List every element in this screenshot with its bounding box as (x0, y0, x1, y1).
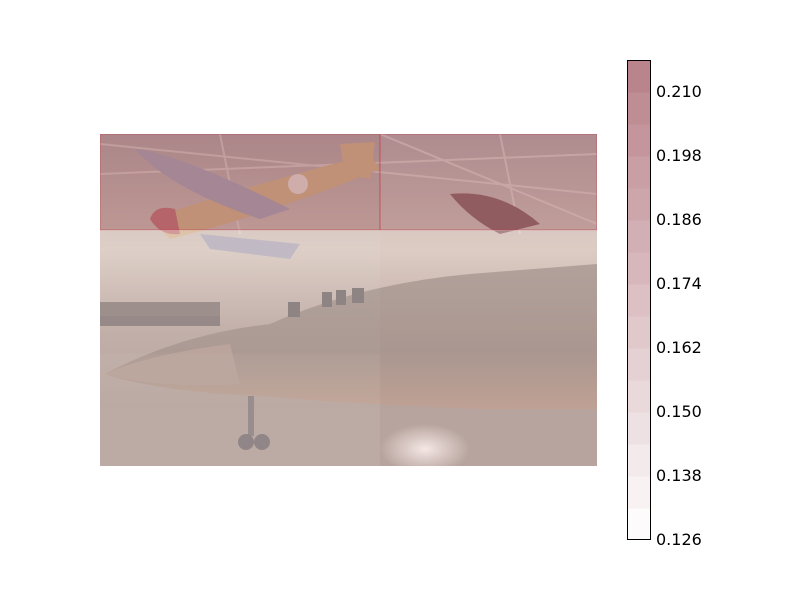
colorbar-level (627, 188, 651, 221)
heatmap-layer (99, 133, 598, 466)
heatmap-overlay-photo (99, 133, 598, 474)
colorbar-level (627, 476, 651, 509)
colorbar-tick-label: 0.198 (656, 146, 702, 165)
colorbar-level (627, 124, 651, 157)
photo-svg (99, 133, 598, 474)
colorbar-tick-label: 0.138 (656, 466, 702, 485)
heatmap-cell (100, 354, 380, 466)
heatmap-cell (100, 230, 380, 354)
colorbar-level (627, 156, 651, 189)
colorbar-level (627, 380, 651, 413)
colorbar-level (627, 348, 651, 381)
colorbar-level (627, 316, 651, 349)
heatmap-cell (379, 133, 598, 231)
colorbar-level (627, 92, 651, 125)
colorbar-svg (627, 60, 651, 541)
colorbar-tick-label: 0.186 (656, 210, 702, 229)
colorbar-tick-label: 0.150 (656, 402, 702, 421)
colorbar-tick-label: 0.162 (656, 338, 702, 357)
colorbar-level (627, 412, 651, 445)
heatmap-cell (380, 230, 597, 354)
colorbar-level (627, 252, 651, 285)
heatmap-cell (380, 354, 597, 466)
heatmap-cell (99, 133, 381, 231)
colorbar-level (627, 60, 651, 93)
colorbar-level (627, 220, 651, 253)
colorbar-border (627, 60, 651, 540)
colorbar-level (627, 444, 651, 477)
colorbar (627, 60, 651, 541)
colorbar-level (627, 508, 651, 541)
colorbar-tick-label: 0.174 (656, 274, 702, 293)
colorbar-tick-label: 0.210 (656, 82, 702, 101)
colorbar-level (627, 284, 651, 317)
colorbar-tick-label: 0.126 (656, 530, 702, 549)
